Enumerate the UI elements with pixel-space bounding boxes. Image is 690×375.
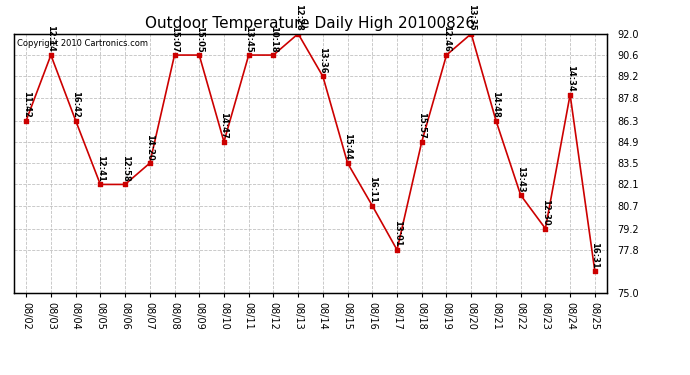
Text: 13:36: 13:36: [318, 47, 327, 74]
Text: 12:41: 12:41: [96, 155, 105, 182]
Point: [391, 247, 402, 253]
Point: [219, 139, 230, 145]
Text: 14:34: 14:34: [566, 65, 575, 92]
Point: [367, 203, 378, 209]
Text: 16:11: 16:11: [368, 176, 377, 203]
Point: [564, 92, 575, 98]
Text: 15:44: 15:44: [343, 134, 352, 160]
Point: [491, 117, 502, 123]
Text: 16:31: 16:31: [591, 242, 600, 268]
Text: 11:42: 11:42: [21, 91, 30, 118]
Text: 12:58: 12:58: [121, 155, 130, 182]
Point: [317, 74, 328, 80]
Text: 12:46: 12:46: [442, 26, 451, 52]
Text: 10:18: 10:18: [269, 26, 278, 52]
Text: 14:48: 14:48: [491, 91, 500, 118]
Text: 12:14: 12:14: [46, 26, 55, 52]
Point: [243, 52, 254, 58]
Point: [194, 52, 205, 58]
Point: [515, 192, 526, 198]
Point: [119, 182, 130, 188]
Point: [21, 117, 32, 123]
Text: 15:57: 15:57: [417, 112, 426, 139]
Point: [46, 52, 57, 58]
Point: [342, 160, 353, 166]
Text: 13:45: 13:45: [244, 26, 253, 52]
Text: 16:42: 16:42: [71, 91, 80, 118]
Text: 13:43: 13:43: [516, 166, 525, 192]
Point: [268, 52, 279, 58]
Point: [441, 52, 452, 58]
Point: [169, 52, 180, 58]
Point: [589, 268, 600, 274]
Text: 13:35: 13:35: [466, 4, 475, 31]
Point: [416, 139, 427, 145]
Point: [293, 31, 304, 37]
Text: 12:30: 12:30: [541, 199, 550, 226]
Text: 13:01: 13:01: [393, 220, 402, 247]
Point: [95, 182, 106, 188]
Point: [466, 31, 477, 37]
Point: [70, 117, 81, 123]
Point: [144, 160, 155, 166]
Text: 15:07: 15:07: [170, 26, 179, 52]
Text: 14:20: 14:20: [146, 134, 155, 160]
Point: [540, 226, 551, 232]
Text: 15:05: 15:05: [195, 26, 204, 52]
Text: 14:47: 14:47: [219, 112, 228, 139]
Title: Outdoor Temperature Daily High 20100826: Outdoor Temperature Daily High 20100826: [146, 16, 475, 31]
Text: 12:28: 12:28: [294, 4, 303, 31]
Text: Copyright 2010 Cartronics.com: Copyright 2010 Cartronics.com: [17, 39, 148, 48]
